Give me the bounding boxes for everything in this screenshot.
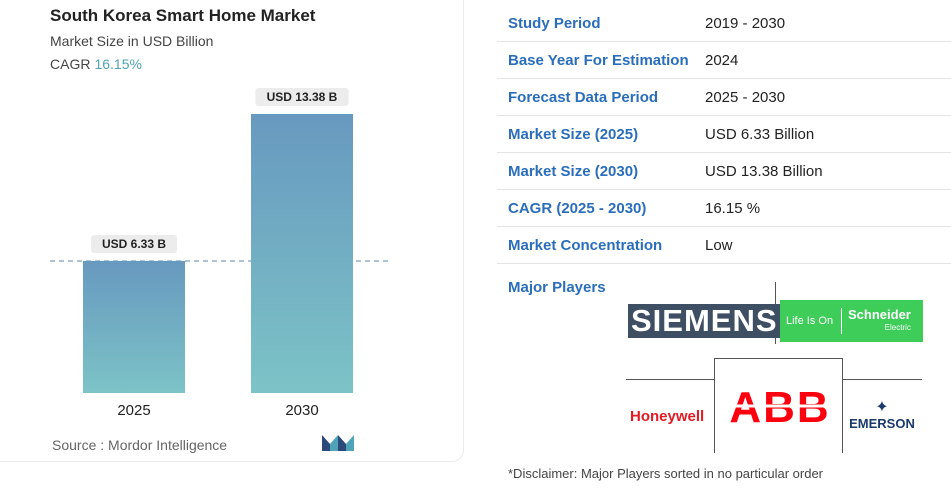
table-row: Market Size (2030) USD 13.38 Billion: [497, 153, 951, 190]
x-tick-2030: 2030: [285, 402, 318, 419]
emerson-name: EMERSON: [849, 416, 915, 431]
disclaimer-text: *Disclaimer: Major Players sorted in no …: [508, 466, 824, 481]
honeywell-logo: Honeywell: [630, 408, 705, 425]
bar-2030: [251, 114, 353, 393]
table-value: 2025 - 2030: [705, 88, 786, 106]
table-row: Forecast Data Period 2025 - 2030: [497, 79, 951, 116]
logo-divider: [842, 358, 843, 453]
table-key: CAGR (2025 - 2030): [508, 199, 647, 217]
siemens-logo: SIEMENS: [628, 304, 781, 338]
x-tick-2025: 2025: [117, 402, 150, 419]
logo-divider: [714, 358, 715, 453]
table-value: USD 13.38 Billion: [705, 162, 823, 180]
mordor-intelligence-logo-icon: [322, 435, 354, 451]
table-row: CAGR (2025 - 2030) 16.15 %: [497, 190, 951, 227]
schneider-name: Schneider Electric: [848, 307, 911, 332]
cagr-label: CAGR: [50, 56, 91, 72]
table-key: Market Concentration: [508, 236, 663, 254]
chart-card: South Korea Smart Home Market Market Siz…: [0, 0, 464, 462]
emerson-emblem-icon: ✦: [875, 399, 889, 416]
table-row: Market Concentration Low: [497, 227, 951, 264]
source-text: Source : Mordor Intelligence: [52, 437, 228, 453]
logo-divider: [842, 379, 922, 380]
data-label-bg-2025: [91, 235, 177, 254]
bar-2025: [83, 261, 185, 393]
bar-chart: USD 6.33 B 2025 USD 13.38 B 2030: [50, 88, 390, 419]
market-summary-table: Study Period 2019 - 2030 Base Year For Est…: [497, 5, 951, 264]
table-row: Study Period 2019 - 2030: [497, 5, 951, 42]
cagr-value: 16.15%: [94, 56, 142, 72]
cagr-line: CAGR 16.15%: [50, 56, 142, 72]
table-key: Study Period: [508, 14, 601, 32]
table-value: USD 6.33 Billion: [705, 125, 815, 143]
table-key: Market Size (2025): [508, 125, 639, 143]
data-label-2025: USD 6.33 B: [102, 237, 166, 251]
data-label-2030: USD 13.38 B: [267, 90, 338, 104]
major-players-logos: SIEMENS Life Is On Schneider Electric Hon…: [620, 280, 951, 455]
logo-divider: [714, 358, 842, 359]
table-value: 16.15 %: [705, 199, 761, 217]
logo-divider: [626, 379, 714, 380]
chart-title: South Korea Smart Home Market: [50, 6, 316, 25]
table-key: Forecast Data Period: [508, 88, 659, 106]
data-label-bg-2030: [255, 88, 349, 106]
chart-subtitle: Market Size in USD Billion: [50, 33, 214, 49]
table-value: Low: [705, 236, 733, 254]
table-value: 2019 - 2030: [705, 14, 786, 32]
table-row: Base Year For Estimation 2024: [497, 42, 951, 79]
schneider-electric-logo: Life Is On Schneider Electric: [780, 300, 923, 342]
table-key: Market Size (2030): [508, 162, 639, 180]
abb-logo: ABB: [728, 384, 832, 428]
emerson-logo: ✦ EMERSON: [842, 399, 922, 432]
table-value: 2024: [705, 51, 739, 69]
major-players-label: Major Players: [508, 279, 606, 296]
schneider-tagline: Life Is On: [780, 308, 842, 334]
table-key: Base Year For Estimation: [508, 51, 689, 69]
table-row: Market Size (2025) USD 6.33 Billion: [497, 116, 951, 153]
